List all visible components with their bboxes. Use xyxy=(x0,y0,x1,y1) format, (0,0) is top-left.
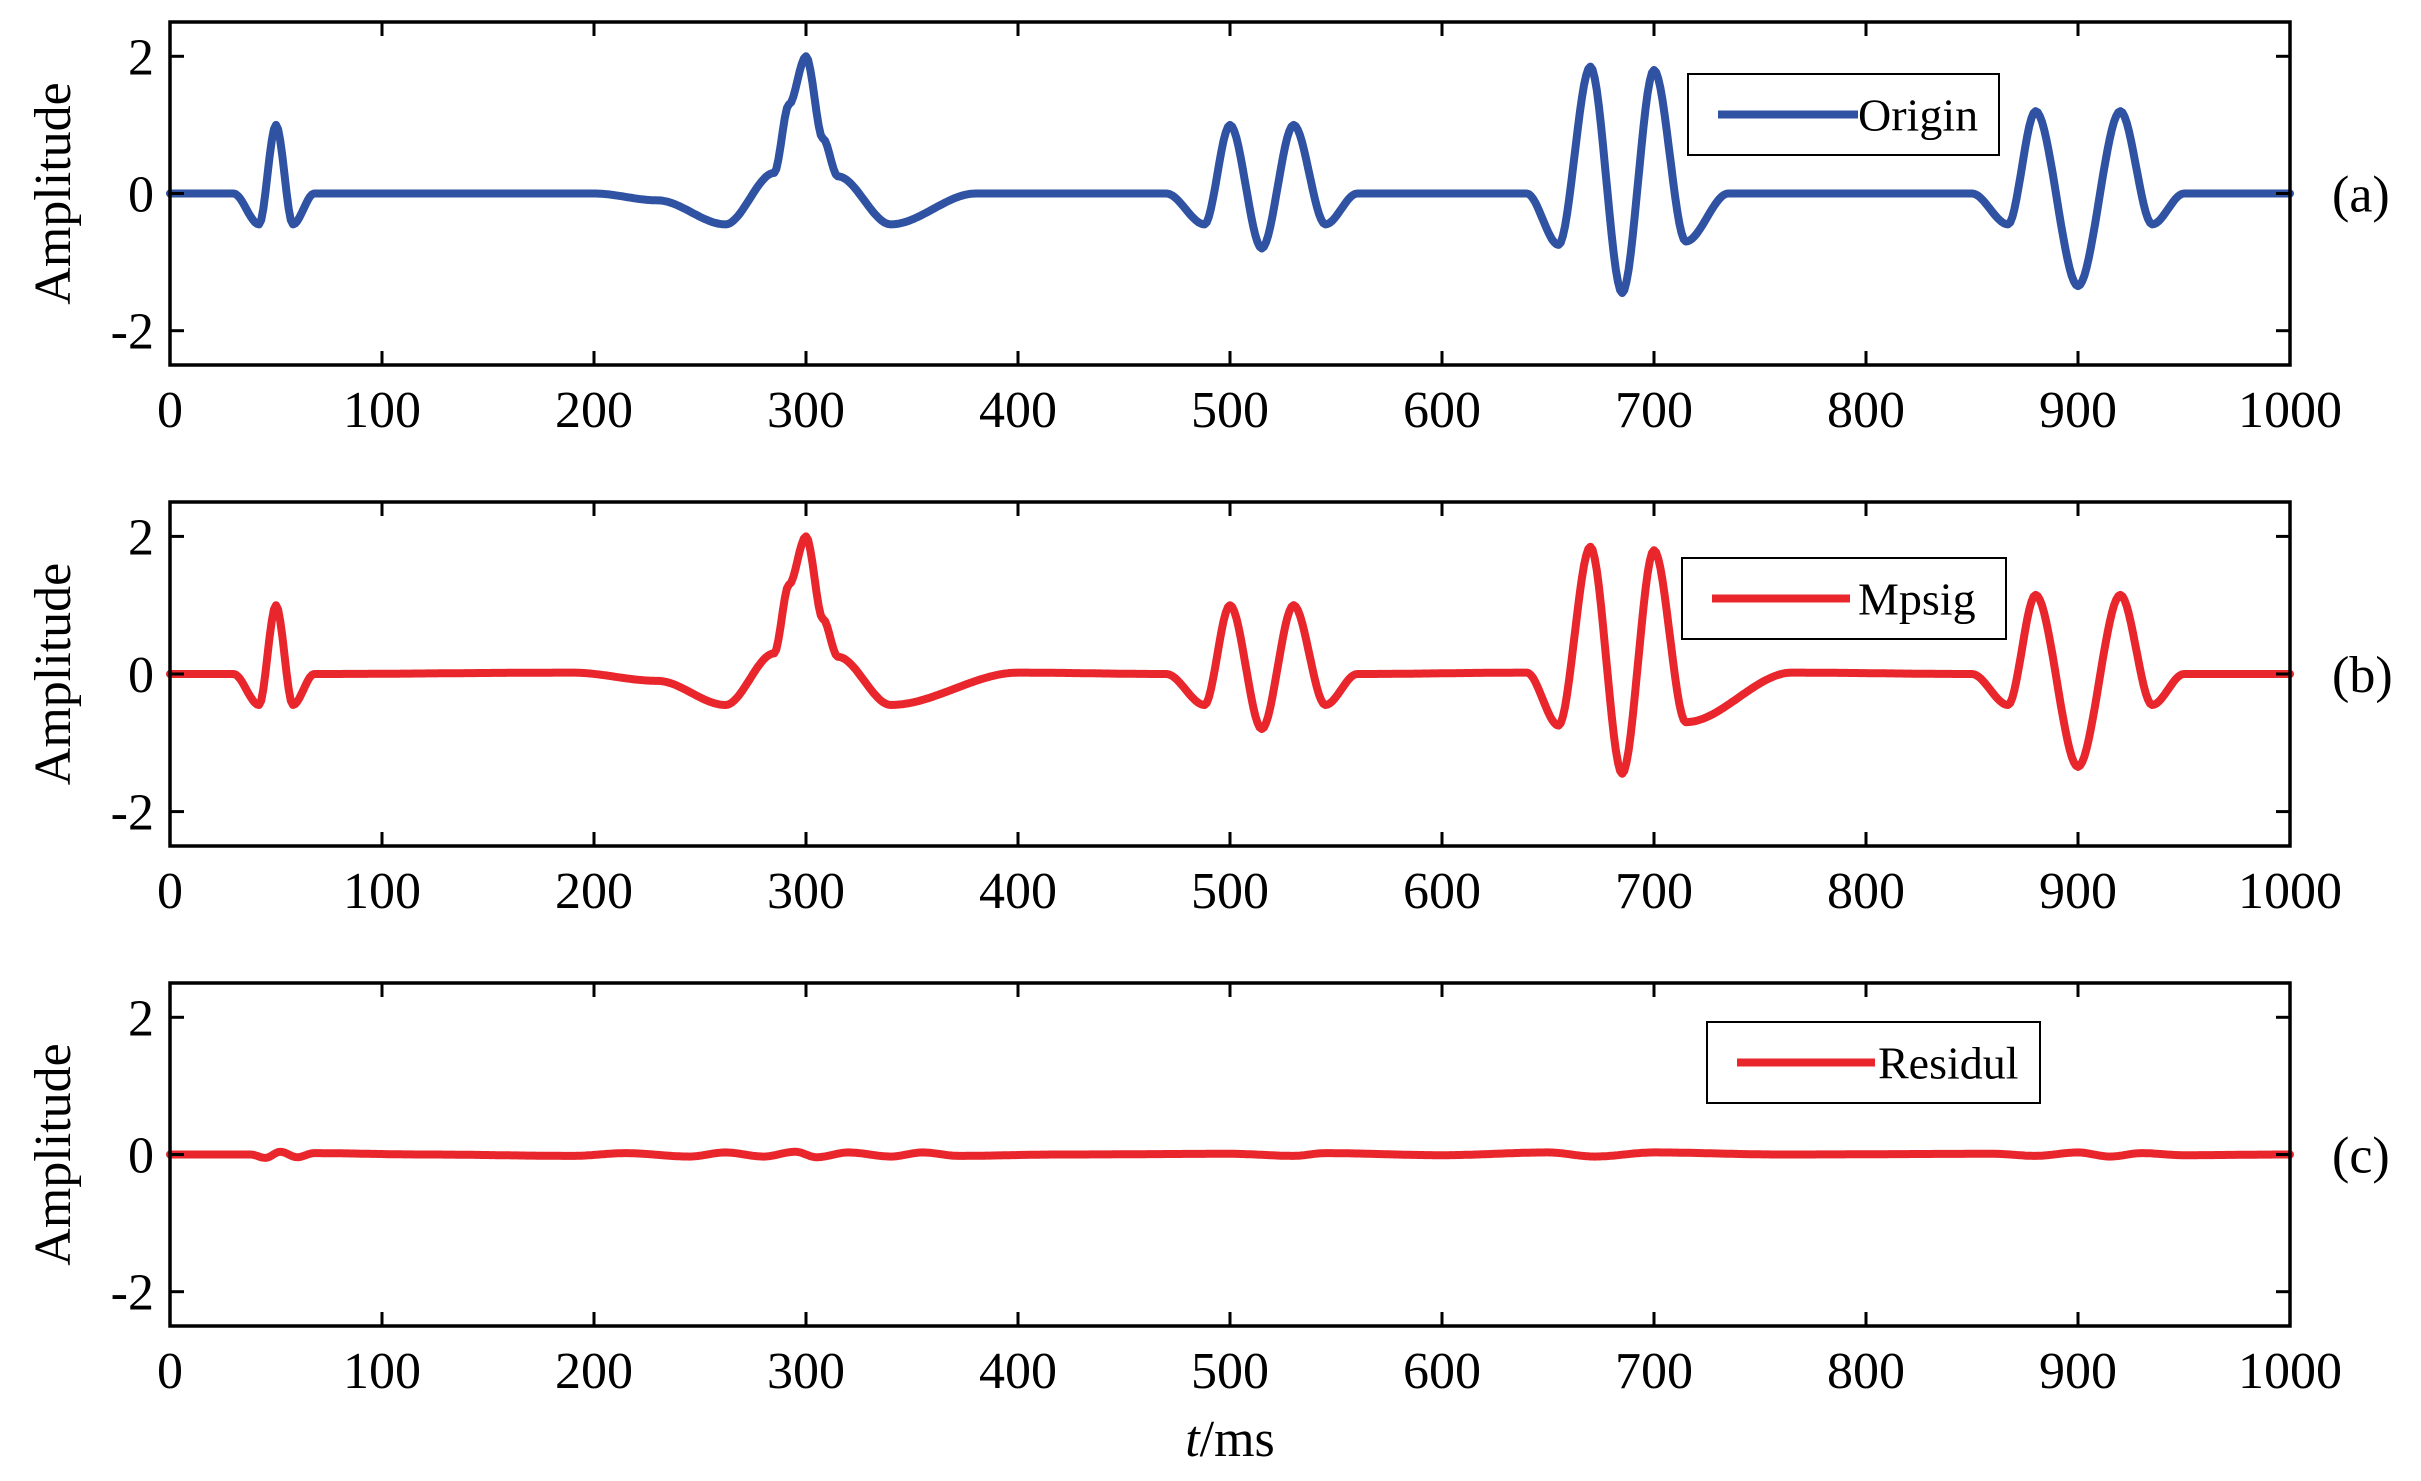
x-tick-label: 600 xyxy=(1403,863,1481,920)
y-axis-label: Amplitude xyxy=(25,82,82,304)
y-tick-label: 0 xyxy=(128,167,154,224)
y-tick-label: 0 xyxy=(128,1128,154,1185)
panel-c: 0 100 200 300 400 500 600 700 800 900 100020-2Ampl… xyxy=(25,981,2390,1468)
x-tick-label: 400 xyxy=(979,1343,1057,1400)
x-tick-label: 300 xyxy=(767,863,845,920)
x-tick-label: 700 xyxy=(1615,1343,1693,1400)
y-tick-label: -2 xyxy=(111,785,154,842)
y-axis-label: Amplitude xyxy=(25,1043,82,1265)
x-tick-label: 500 xyxy=(1191,1343,1269,1400)
y-tick-label: -2 xyxy=(111,1265,154,1322)
x-tick-label: 800 xyxy=(1827,1343,1905,1400)
x-tick-label: 0 xyxy=(157,382,183,439)
x-tick-label: 600 xyxy=(1403,1343,1481,1400)
x-tick-label: 200 xyxy=(555,382,633,439)
x-tick-label: 900 xyxy=(2039,1343,2117,1400)
x-tick-label: 200 xyxy=(555,863,633,920)
x-tick-label: 900 xyxy=(2039,382,2117,439)
x-tick-label: 100 xyxy=(343,863,421,920)
x-tick-label: 600 xyxy=(1403,382,1481,439)
x-tick-label: 100 xyxy=(343,1343,421,1400)
x-tick-label: 1000 xyxy=(2238,382,2342,439)
y-tick-label: 2 xyxy=(128,990,154,1047)
panel-label: (b) xyxy=(2332,647,2393,704)
x-tick-label: 800 xyxy=(1827,863,1905,920)
series-line-origin xyxy=(166,52,2294,297)
panel-a: 0 100 200 300 400 500 600 700 800 900 100020-2Ampl… xyxy=(25,20,2390,439)
x-tick-label: 1000 xyxy=(2238,863,2342,920)
y-tick-label: -2 xyxy=(111,304,154,361)
x-tick-label: 700 xyxy=(1615,863,1693,920)
y-tick-label: 2 xyxy=(128,29,154,86)
legend: Residul xyxy=(1706,1021,2041,1104)
x-tick-label: 500 xyxy=(1191,863,1269,920)
x-axis-label: t/ms xyxy=(1185,1411,1275,1468)
x-tick-label: 300 xyxy=(767,382,845,439)
x-tick-label: 700 xyxy=(1615,382,1693,439)
x-tick-label: 800 xyxy=(1827,382,1905,439)
y-axis-label: Amplitude xyxy=(25,563,82,785)
x-tick-label: 0 xyxy=(157,1343,183,1400)
legend-entry: Origin xyxy=(1858,90,1978,141)
legend: Mpsig xyxy=(1681,557,2007,640)
x-tick-label: 100 xyxy=(343,382,421,439)
panel-label: (c) xyxy=(2332,1128,2390,1185)
panels: 0 100 200 300 400 500 600 700 800 900 100020-2Ampl… xyxy=(25,20,2393,1468)
x-tick-label: 0 xyxy=(157,863,183,920)
x-tick-label: 300 xyxy=(767,1343,845,1400)
x-tick-label: 900 xyxy=(2039,863,2117,920)
panel-label: (a) xyxy=(2332,167,2390,224)
x-tick-label: 400 xyxy=(979,382,1057,439)
x-tick-label: 200 xyxy=(555,1343,633,1400)
y-tick-label: 0 xyxy=(128,647,154,704)
legend: Origin xyxy=(1687,73,2000,156)
x-tick-label: 1000 xyxy=(2238,1343,2342,1400)
x-tick-label: 500 xyxy=(1191,382,1269,439)
legend-entry: Residul xyxy=(1878,1038,2019,1089)
series-line-residul xyxy=(166,1147,2294,1162)
y-tick-label: 2 xyxy=(128,509,154,566)
legend-entry: Mpsig xyxy=(1858,574,1976,625)
series-line-mpsig xyxy=(166,532,2294,778)
panel-b: 0 100 200 300 400 500 600 700 800 900 100020-2Ampl… xyxy=(25,500,2393,920)
x-tick-label: 400 xyxy=(979,863,1057,920)
